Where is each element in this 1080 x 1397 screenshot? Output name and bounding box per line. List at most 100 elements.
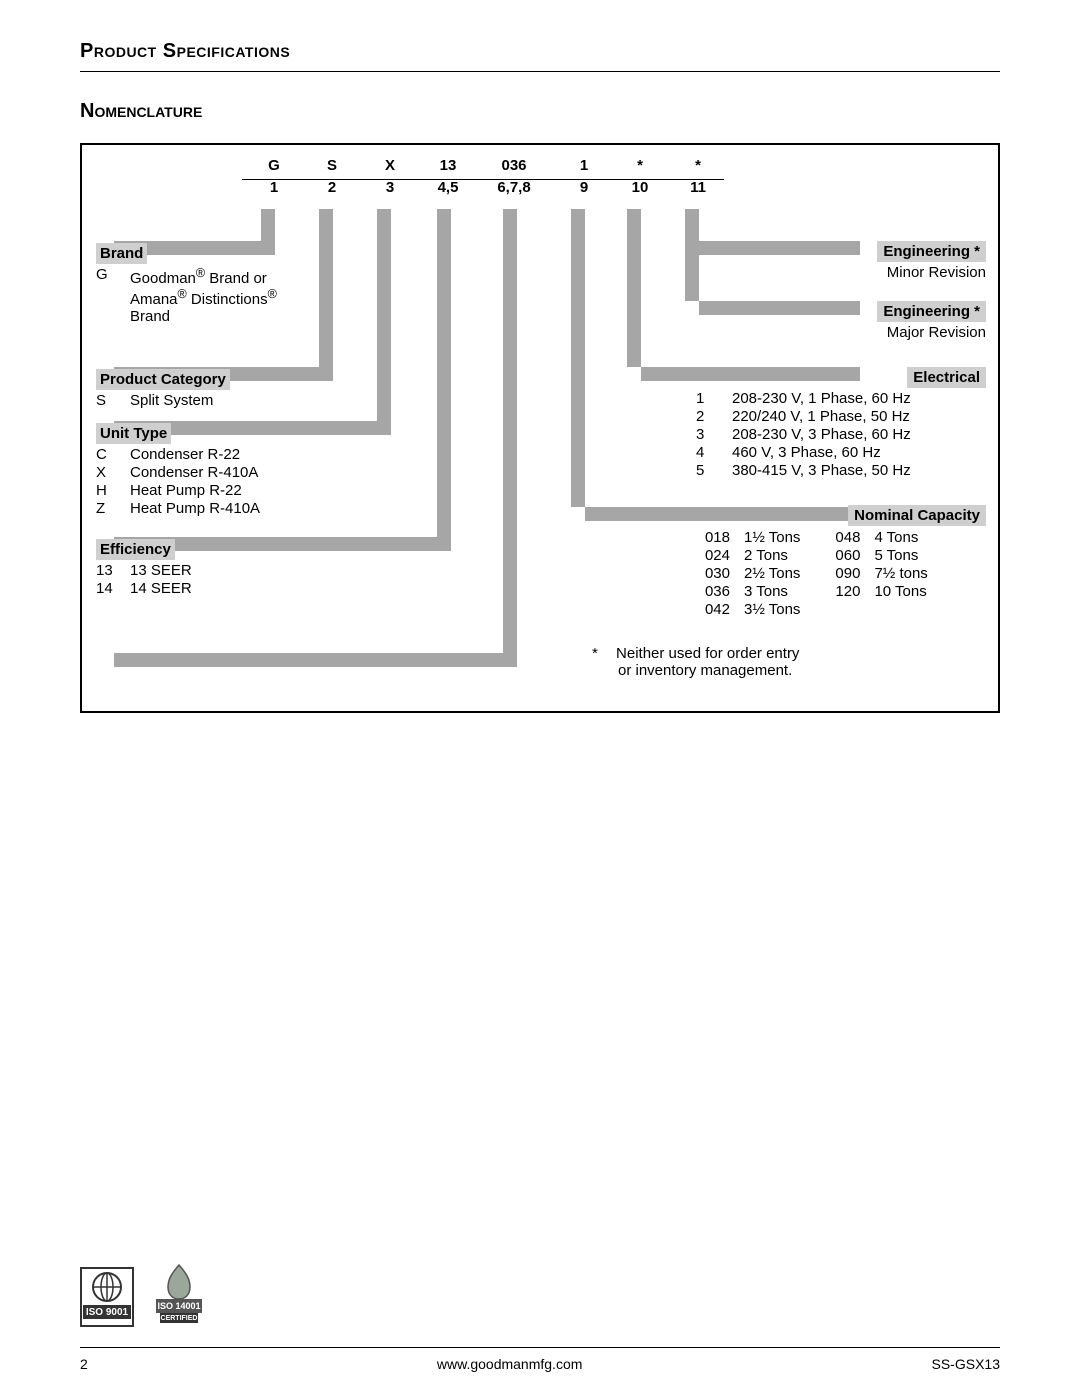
footer-url: www.goodmanmfg.com [437,1356,583,1372]
section-efficiency: Efficiency 1313 SEER1414 SEER [96,539,446,597]
model-char: 13 [428,157,468,174]
definition-value: 460 V, 3 Phase, 60 Hz [732,444,881,461]
section-capacity: Nominal Capacity 0181½ Tons024 2 Tons0302… [696,505,986,618]
definition-key: 14 [96,580,116,597]
footnote: * Neither used for order entry or invent… [592,645,799,679]
definition-row: XCondenser R-410A [96,464,386,481]
definition-key: 042 [696,601,730,618]
nomenclature-diagram: G1S2X3134,50366,7,819*10*11 Brand GGoodm… [80,143,1000,713]
section-title-unit-type: Unit Type [96,423,171,444]
section-title-capacity: Nominal Capacity [848,505,986,526]
definition-row: HHeat Pump R-22 [96,482,386,499]
model-char: 1 [564,157,604,174]
definition-key: C [96,446,116,463]
capacity-col-1: 0181½ Tons024 2 Tons0302½ Tons036 3 Tons 04… [696,528,800,618]
badge-certified-label: CERTIFIED [161,1315,198,1322]
definition-key: 036 [696,583,730,600]
model-char: X [370,157,410,174]
section-body-brand: GGoodman® Brand or Amana® Distinctions® … [96,266,296,325]
section-title-product-category: Product Category [96,369,230,390]
definition-value: 380-415 V, 3 Phase, 50 Hz [732,462,911,479]
definition-row: 0484 Tons [826,529,927,546]
section-title-eng-major: Engineering * [877,301,986,322]
definition-value: Heat Pump R-410A [130,500,260,517]
page-header-title: Product Specifications [80,40,1000,63]
vertical-connector [571,209,585,507]
model-position: 3 [370,179,410,196]
section-eng-major: Engineering * Major Revision [877,301,986,341]
definition-row: 5 380-415 V, 3 Phase, 50 Hz [696,462,986,479]
definition-row: 1208-230 V, 1 Phase, 60 Hz [696,390,986,407]
horizontal-connector [699,301,860,315]
definition-value: 14 SEER [130,580,192,597]
section-electrical: Electrical 1208-230 V, 1 Phase, 60 Hz222… [696,367,986,479]
definition-key: 13 [96,562,116,579]
horizontal-connector [114,653,517,667]
horizontal-connector [699,241,860,255]
definition-row: 0605 Tons [826,547,927,564]
definition-key: 3 [696,426,710,443]
definition-key: 2 [696,408,710,425]
definition-row: 12010 Tons [826,583,927,600]
definition-value: Split System [130,392,213,409]
section-eng-minor: Engineering * Minor Revision [877,241,986,281]
section-title-brand: Brand [96,243,147,264]
definition-value: 3½ Tons [744,601,800,618]
definition-row: Z Heat Pump R-410A [96,500,386,517]
section-title-eng-minor: Engineering * [877,241,986,262]
footnote-line1: Neither used for order entry [616,645,799,662]
definition-row: 024 2 Tons [696,547,800,564]
definition-value: 5 Tons [874,547,918,564]
certification-badges: ISO 9001 ISO 14001 CERTIFIED [80,1263,204,1327]
definition-row: 0181½ Tons [696,529,800,546]
section-body-efficiency: 1313 SEER1414 SEER [96,562,446,597]
definition-key: 5 [696,462,710,479]
section-title-efficiency: Efficiency [96,539,175,560]
section-body-eng-major: Major Revision [877,324,986,341]
definition-key: X [96,464,116,481]
badge-iso14001-label: ISO 14001 [157,1301,200,1311]
definition-key: 024 [696,547,730,564]
definition-row: GGoodman® Brand or Amana® Distinctions® … [96,266,296,325]
section-product-category: Product Category SSplit System [96,369,326,409]
definition-key: G [96,266,116,325]
section-body-capacity: 0181½ Tons024 2 Tons0302½ Tons036 3 Tons 04… [696,528,986,618]
vertical-connector [377,209,391,421]
model-char: * [620,157,660,174]
section-body-electrical: 1208-230 V, 1 Phase, 60 Hz2220/240 V, 1 … [696,390,986,479]
model-position: 9 [564,179,604,196]
badge-iso14001: ISO 14001 CERTIFIED [154,1263,204,1327]
definition-key: 4 [696,444,710,461]
definition-value: 3 Tons [744,583,788,600]
section-body-product-category: SSplit System [96,392,326,409]
section-brand: Brand GGoodman® Brand or Amana® Distinct… [96,243,296,325]
definition-value: Condenser R-22 [130,446,240,463]
definition-value: Heat Pump R-22 [130,482,242,499]
section-body-unit-type: C Condenser R-22XCondenser R-410AHHeat Pu… [96,446,386,517]
definition-row: 036 3 Tons [696,583,800,600]
vertical-connector [319,209,333,367]
model-position: 11 [678,179,718,196]
definition-value: 208-230 V, 3 Phase, 60 Hz [732,426,911,443]
model-char: * [678,157,718,174]
definition-value: 2 Tons [744,547,788,564]
definition-row: 2220/240 V, 1 Phase, 50 Hz [696,408,986,425]
definition-key: 090 [826,565,860,582]
vertical-connector [503,209,517,653]
footer-page-number: 2 [80,1356,88,1372]
definition-key: 120 [826,583,860,600]
badge-iso9001-label: ISO 9001 [86,1307,129,1318]
header-section: Product Specifications [80,40,1000,72]
definition-row: 0302½ Tons [696,565,800,582]
vertical-connector [685,209,699,241]
definition-value: 1½ Tons [744,529,800,546]
header-rule [80,71,1000,72]
definition-key: Z [96,500,116,517]
definition-value: 208-230 V, 1 Phase, 60 Hz [732,390,911,407]
model-char: 036 [494,157,534,174]
section-body-eng-minor: Minor Revision [877,264,986,281]
vertical-connector [437,209,451,537]
model-position: 2 [312,179,352,196]
model-position: 4,5 [428,179,468,196]
footnote-star: * [592,645,598,662]
